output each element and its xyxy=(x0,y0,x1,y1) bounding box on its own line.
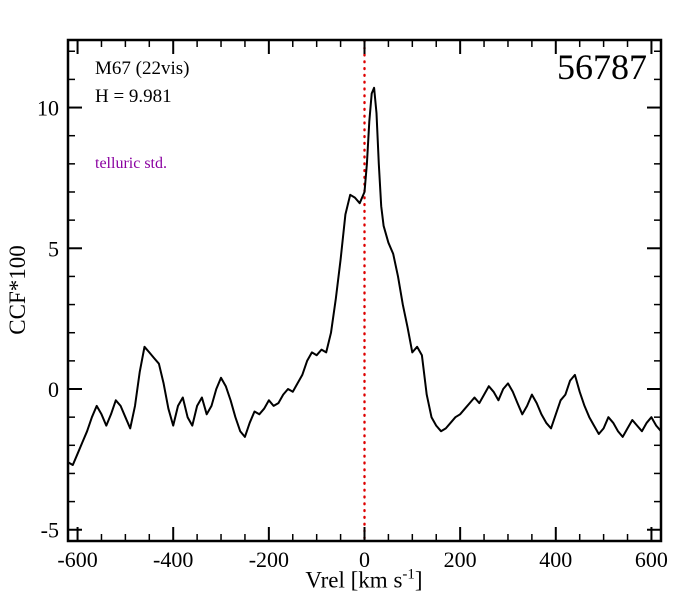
x-tick-label: 200 xyxy=(444,547,477,572)
hmag-label: H = 9.981 xyxy=(95,86,172,107)
y-tick-label: 10 xyxy=(37,96,59,121)
x-tick-label: -600 xyxy=(57,547,97,572)
x-tick-label: -200 xyxy=(249,547,289,572)
x-tick-label: 400 xyxy=(539,547,572,572)
x-axis-label: Vrel [km s-1] xyxy=(305,567,422,594)
y-tick-label: -5 xyxy=(41,518,59,543)
tick-labels: -600 -400 -200 0 200 400 600 -5 0 5 10 xyxy=(37,96,668,572)
x-axis-label-suffix: ] xyxy=(414,567,423,593)
axis-frame xyxy=(66,38,663,543)
y-tick-label: 5 xyxy=(48,236,59,261)
x-tick-label: 0 xyxy=(359,547,370,572)
y-axis-label: CCF*100 xyxy=(5,245,30,335)
star-id-label: 56787 xyxy=(557,47,647,87)
cluster-label: M67 (22vis) xyxy=(95,58,190,79)
x-axis-label-superscript: -1 xyxy=(402,566,415,583)
telluric-std-label: telluric std. xyxy=(95,155,167,172)
x-tick-label: 600 xyxy=(635,547,668,572)
x-axis-label-prefix: Vrel [km s xyxy=(305,567,403,593)
y-tick-label: 0 xyxy=(48,377,59,402)
ccf-curve xyxy=(67,86,662,466)
x-tick-label: -400 xyxy=(153,547,193,572)
